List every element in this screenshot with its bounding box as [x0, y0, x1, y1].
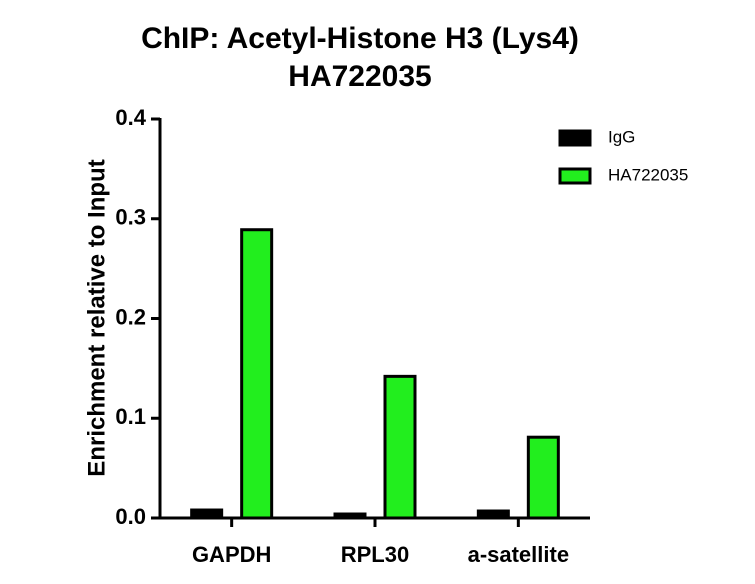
bar	[240, 228, 274, 520]
x-tick-label: a-satellite	[468, 542, 570, 567]
y-axis-label: Enrichment relative to Input	[83, 159, 110, 476]
bar	[190, 508, 224, 520]
x-tick-label: GAPDH	[192, 542, 271, 567]
bar	[333, 512, 367, 520]
legend-swatch	[558, 129, 592, 147]
y-tick-label: 0.2	[115, 304, 146, 329]
y-tick-label: 0.0	[115, 504, 146, 529]
bar	[526, 435, 560, 520]
y-tick-label: 0.3	[115, 205, 146, 230]
chart-title: HA722035	[288, 60, 431, 93]
y-tick-label: 0.4	[115, 105, 146, 130]
bar	[476, 509, 510, 520]
y-tick-label: 0.1	[115, 404, 146, 429]
x-tick-label: RPL30	[341, 542, 409, 567]
legend-label: IgG	[608, 127, 635, 146]
legend-swatch	[558, 167, 592, 185]
chart-title: ChIP: Acetyl-Histone H3 (Lys4)	[141, 22, 579, 55]
legend-label: HA722035	[608, 165, 688, 184]
bar	[383, 374, 417, 520]
